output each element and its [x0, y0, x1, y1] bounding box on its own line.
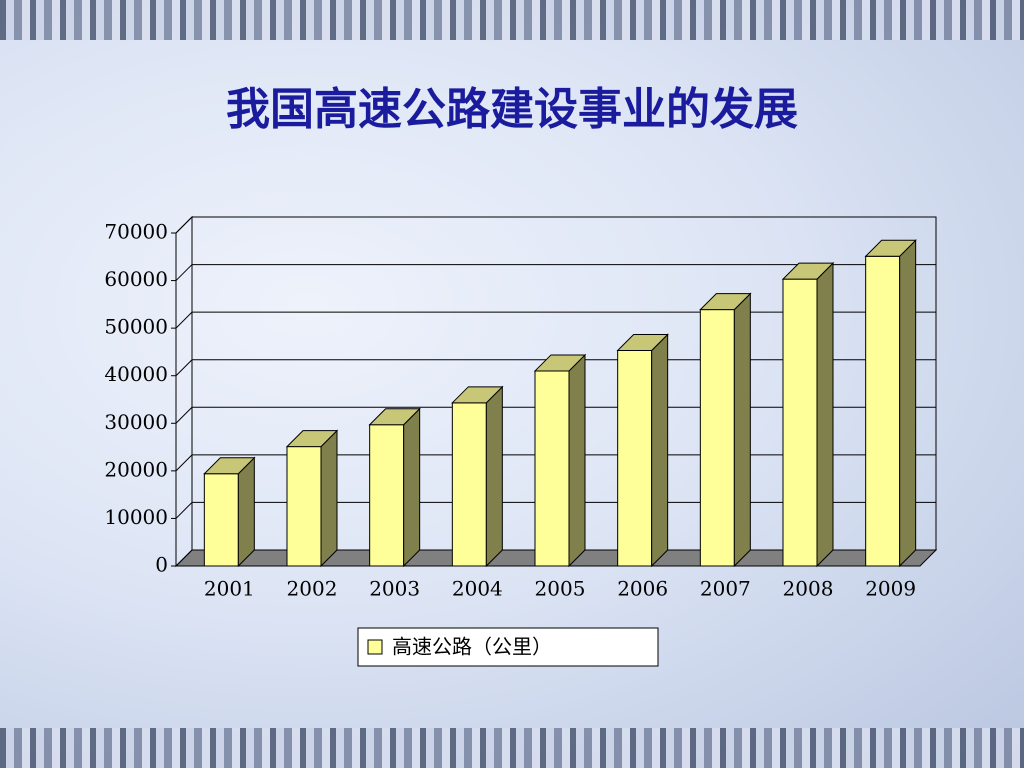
- grid-line: [175, 454, 193, 472]
- bar-side: [733, 292, 751, 568]
- legend-box: [357, 627, 659, 667]
- plot: 0 10000 20000 30000 40000 50000 60000 70000 2001…: [104, 215, 938, 667]
- bar: [699, 292, 752, 568]
- bar: [864, 239, 917, 568]
- bar-side: [485, 385, 503, 568]
- bar-top: [533, 354, 587, 372]
- bar: [451, 385, 504, 568]
- y-tick-label: 40000: [104, 362, 168, 386]
- grid-line: [175, 359, 193, 377]
- y-tick-label: 60000: [104, 267, 168, 291]
- grid-line: [175, 216, 193, 234]
- y-tick-label: 0: [155, 553, 168, 577]
- x-tick-label: 2002: [287, 577, 338, 601]
- bar-front: [203, 473, 239, 567]
- bar-side: [320, 429, 338, 568]
- grid-line: [175, 311, 193, 329]
- x-tick-label: 2006: [617, 577, 668, 601]
- y-tick-label: 30000: [104, 410, 168, 434]
- bar-front: [534, 370, 570, 567]
- bar-side: [899, 239, 917, 568]
- x-tick-label: 2003: [369, 577, 420, 601]
- bar-top: [368, 408, 421, 426]
- legend-swatch: [367, 639, 383, 655]
- bar-side: [568, 353, 586, 568]
- bar-front: [451, 402, 487, 567]
- bar-front: [286, 446, 322, 567]
- bar-side: [651, 333, 669, 568]
- bar: [781, 261, 835, 568]
- bar-top: [864, 239, 917, 257]
- bottom-border: [0, 728, 1024, 768]
- top-border: [0, 0, 1024, 40]
- bar: [203, 456, 256, 568]
- x-tick-label: 2001: [204, 577, 255, 601]
- bar: [533, 353, 587, 568]
- bar-front: [699, 309, 735, 567]
- legend-label: 高速公路（公里）: [392, 635, 552, 659]
- x-tick-label: 2009: [865, 577, 916, 601]
- y-tick-label: 20000: [104, 457, 168, 481]
- bar-top: [616, 334, 669, 352]
- bar: [285, 429, 339, 568]
- grid-line: [175, 406, 193, 424]
- bar-top: [781, 262, 835, 280]
- bar-top: [451, 386, 504, 404]
- bar: [616, 333, 669, 568]
- bar-top: [285, 430, 339, 448]
- bar-side: [237, 456, 255, 568]
- bar: [368, 407, 421, 568]
- x-tick-label: 2005: [535, 577, 586, 601]
- grid-line: [175, 264, 193, 281]
- chart-title: 我国高速公路建设事业的发展: [226, 84, 798, 135]
- bar-top: [699, 293, 752, 311]
- y-tick-label: 10000: [104, 505, 168, 529]
- y-tick-label: 70000: [104, 220, 168, 244]
- bar-front: [617, 350, 653, 567]
- bar-side: [816, 261, 834, 568]
- x-tick-label: 2008: [783, 577, 834, 601]
- y-tick-label: 50000: [104, 315, 168, 339]
- side-wall: [175, 215, 193, 568]
- grid-line: [175, 502, 193, 519]
- bar-front: [865, 255, 901, 567]
- bar-side: [403, 407, 421, 568]
- bar-top: [203, 457, 256, 475]
- bar-front: [369, 424, 405, 567]
- x-tick-label: 2007: [700, 577, 751, 601]
- bar-front: [782, 278, 818, 567]
- x-tick-label: 2004: [452, 577, 503, 601]
